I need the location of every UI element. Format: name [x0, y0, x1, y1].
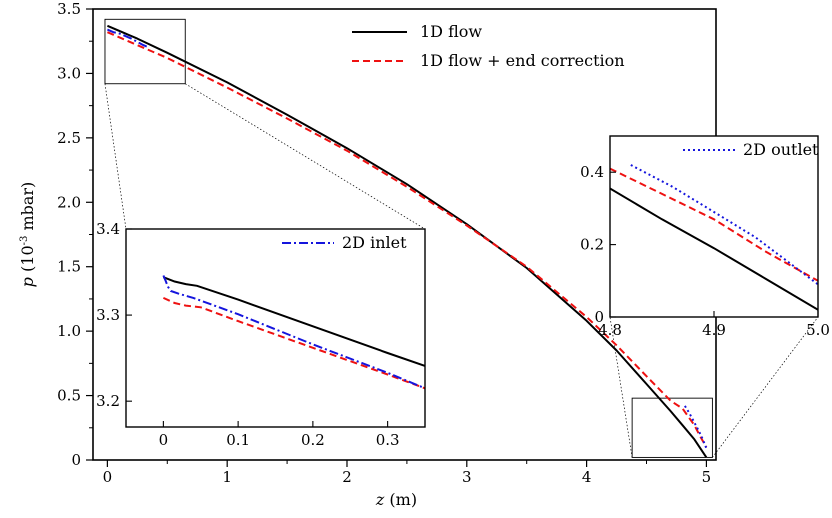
inset_outlet-series-line-solid	[610, 187, 818, 311]
y-tick-label: 2.5	[57, 129, 81, 147]
inset_inlet-x-tick-label: 0	[159, 431, 169, 449]
x-tick-label: 5	[702, 468, 712, 486]
y-axis-unit-exponent: -3	[19, 236, 30, 246]
inset_inlet-x-tick-label: 0.3	[376, 431, 400, 449]
x-tick-label: 3	[462, 468, 472, 486]
inset_inlet-series-line-solid	[163, 276, 425, 367]
y-tick-label: 0.5	[57, 387, 81, 405]
inset_inlet-legend-label: 2D inlet	[342, 233, 407, 252]
y-axis-unit-suffix: mbar)	[18, 182, 37, 236]
inset_inlet-background	[126, 229, 425, 427]
y-tick-label: 2.0	[57, 193, 81, 211]
y-tick-label: 1.0	[57, 322, 81, 340]
zoom-guide-line	[712, 316, 819, 458]
main-series-line-0-solid	[107, 24, 708, 458]
inset_inlet-y-tick-label: 3.3	[96, 306, 120, 324]
inset_outlet-y-tick-label: 0.4	[580, 163, 604, 181]
inset_inlet-plot-area	[162, 275, 425, 390]
inset_inlet-y-tick-label: 3.2	[96, 392, 120, 410]
inset_inlet-series-line-dashdot	[162, 275, 425, 390]
y-tick-label: 3.0	[57, 64, 81, 82]
inset_outlet-x-tick-label: 4.9	[702, 321, 726, 339]
inset_outlet-x-tick-label: 5.0	[806, 321, 830, 339]
y-axis-unit-prefix: (10	[18, 245, 37, 277]
inset_outlet-series-line-dashed	[610, 167, 818, 282]
x-axis-unit: (m)	[384, 490, 417, 509]
y-tick-label: 3.5	[57, 0, 81, 18]
inset_inlet-series-line-dashed	[162, 296, 425, 390]
inset_inlet-frame	[125, 228, 426, 428]
main-series-line-1-dashed	[107, 31, 708, 448]
inset_outlet-y-tick-label: 0.2	[580, 236, 604, 254]
inset_inlet-y-tick-label: 3.4	[96, 220, 120, 238]
x-tick-label: 1	[222, 468, 232, 486]
zoom-box-inset_inlet	[104, 18, 186, 85]
zoom-box-inset_outlet	[631, 397, 713, 458]
x-tick-label: 0	[103, 468, 113, 486]
zoom-guide-line	[609, 316, 633, 458]
x-tick-label: 2	[342, 468, 352, 486]
inset_outlet-y-tick-label: 0	[594, 308, 604, 326]
inset_outlet-plot-area	[610, 164, 818, 311]
inset_inlet-x-tick-label: 0.1	[226, 431, 250, 449]
y-axis-label: p (10-3 mbar)	[18, 182, 37, 288]
x-axis-label: z (m)	[375, 490, 417, 509]
x-axis-variable: z	[375, 490, 385, 509]
inset_outlet-series-line-dotted	[630, 164, 818, 286]
zoom-guide-line	[185, 83, 426, 230]
y-axis-variable: p	[18, 277, 37, 287]
inset_inlet-x-tick-label: 0.2	[301, 431, 325, 449]
inset_outlet-background	[610, 136, 818, 317]
legend-label: 1D flow + end correction	[420, 51, 625, 70]
inset_outlet-legend-label: 2D outlet	[743, 140, 819, 159]
y-tick-label: 1.5	[57, 258, 81, 276]
inset_outlet-x-tick-label: 4.8	[598, 321, 622, 339]
x-tick-label: 4	[582, 468, 592, 486]
y-tick-label: 0	[71, 451, 81, 469]
zoom-guide-line	[104, 83, 127, 230]
legend-label: 1D flow	[420, 22, 482, 41]
main-series-line-2-dashdot	[107, 28, 150, 49]
